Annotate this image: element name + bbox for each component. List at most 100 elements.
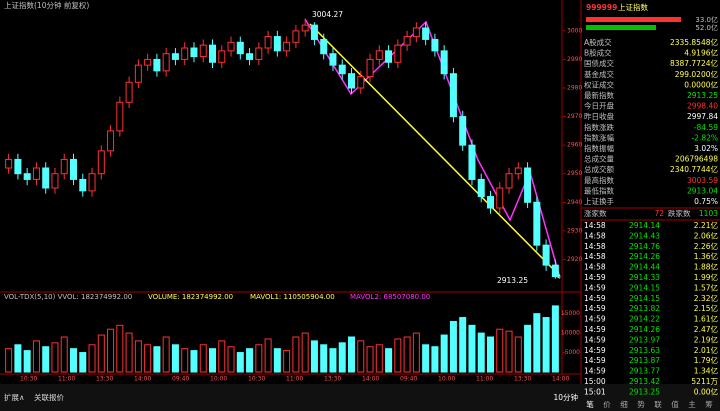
tick-time: 15:00 [584, 377, 606, 386]
volume-bar [171, 344, 179, 373]
volume-bar [440, 334, 448, 373]
x-tick-label: 11:00 [286, 376, 303, 383]
x-tick-label: 14:00 [552, 376, 569, 383]
tick-price: 2914.44 [629, 263, 660, 272]
volume-bar [246, 348, 254, 373]
chart-title: 上证指数(10分钟 前复权) [4, 0, 89, 10]
tick-amount: 1.99亿 [694, 272, 719, 282]
stock-code: 999999 [586, 3, 617, 12]
x-tick-label: 14:00 [134, 376, 151, 383]
bar-label: 52.0亿 [695, 23, 718, 32]
stat-value: 2997.84 [687, 112, 718, 121]
stat-label: 最高指数 [584, 175, 614, 185]
volume-bar [70, 348, 77, 373]
candle-body [273, 36, 281, 52]
tick-time: 14:58 [584, 221, 606, 230]
volume-bar [181, 348, 189, 373]
stat-label: A股成交 [584, 37, 612, 47]
panel-tab[interactable]: 笔 [586, 399, 594, 409]
candle-body [468, 144, 476, 180]
volume-bar [385, 348, 393, 373]
volume-bar [320, 344, 328, 373]
volume-legend: MAVOL2: 68507080.00 [350, 293, 430, 301]
volume-bar [190, 350, 198, 373]
panel-tab[interactable]: 价 [603, 400, 611, 409]
stat-value: -84.59 [694, 123, 718, 132]
period[interactable]: 10分钟 [553, 392, 578, 402]
y-tick-label: 15000 [561, 310, 580, 317]
volume-bar [533, 313, 541, 373]
panel-tab[interactable]: 联 [654, 400, 662, 409]
candle-body [505, 173, 513, 189]
volume-bar [505, 330, 513, 373]
stat-value: 2913.04 [687, 186, 718, 195]
tick-price: 2913.97 [629, 335, 660, 344]
panel-tab[interactable]: 筹 [705, 399, 713, 409]
candle-body [514, 167, 522, 175]
volume-legend: MAVOL1: 110505904.00 [250, 293, 335, 301]
volume-bar [292, 336, 300, 373]
stat-value: 3.02% [694, 144, 718, 153]
volume-bar [88, 344, 96, 373]
panel-tab[interactable]: 值 [671, 399, 679, 409]
candle-body [357, 76, 365, 89]
volume-bar [524, 324, 532, 373]
stat-value: 3003.59 [687, 176, 718, 185]
candle-body [551, 264, 559, 278]
volume-bar [431, 346, 439, 373]
volume-title: VOL-TDX(5,10) VVOL: 182374992.00 [4, 293, 132, 301]
tick-time: 14:58 [584, 252, 606, 261]
volume-bar [32, 340, 40, 373]
candle-body [107, 130, 115, 152]
tick-time: 14:59 [584, 273, 606, 282]
tick-amount: 1.34亿 [694, 366, 719, 376]
stat-value: 2913.25 [687, 91, 718, 100]
tick-time: 14:59 [584, 325, 606, 334]
candle-body [459, 116, 467, 146]
volume-bar [329, 348, 337, 373]
volume-bar [542, 317, 550, 373]
x-tick-label: 14:00 [362, 376, 379, 383]
volume-bar [496, 328, 504, 373]
volume-bar [394, 338, 402, 373]
toolbar-item[interactable]: 关联报价 [34, 392, 64, 402]
stat-label: 今日开盘 [584, 101, 614, 111]
tick-amount: 2.01亿 [694, 345, 719, 355]
tick-price: 2914.15 [629, 283, 660, 292]
stat-label: 总成交量 [584, 154, 614, 164]
volume-bar [79, 352, 87, 373]
x-tick-label: 13:30 [324, 376, 341, 383]
tick-time: 14:59 [584, 346, 606, 355]
toolbar-item[interactable]: 扩展∧ [4, 392, 25, 402]
candle-body [246, 53, 254, 60]
candle-body [134, 64, 142, 83]
candle-body [14, 158, 22, 175]
candle-body [236, 41, 244, 55]
candle-body [533, 201, 541, 246]
candle-body [375, 50, 383, 60]
stat-label: 昨日收盘 [584, 111, 614, 121]
volume-bar [459, 317, 467, 373]
candle-body [218, 50, 226, 63]
x-tick-label: 10:30 [20, 376, 37, 383]
panel-tab[interactable]: 细 [620, 399, 628, 409]
volume-bar [209, 348, 216, 373]
panel-tab[interactable]: 主 [688, 399, 696, 409]
volume-bar [487, 336, 494, 373]
tick-amount: 2.26亿 [694, 241, 719, 251]
candle-body [162, 53, 170, 72]
volume-bar [283, 350, 291, 373]
tick-amount: 1.88亿 [694, 262, 719, 272]
volume-bar [107, 328, 115, 373]
tick-amount: 5211万 [691, 377, 718, 386]
breadth-label: 跌家数 [668, 208, 691, 218]
stat-label: 权证成交 [584, 79, 614, 89]
panel-tab[interactable]: 势 [637, 399, 645, 409]
candle-body [487, 196, 494, 209]
stat-label: B股成交 [584, 48, 612, 58]
y-tick-label: 2930 [567, 227, 582, 234]
candle-body [542, 244, 550, 266]
volume-bar [162, 336, 170, 373]
tick-price: 2913.63 [629, 346, 660, 355]
candle-body [171, 53, 179, 60]
